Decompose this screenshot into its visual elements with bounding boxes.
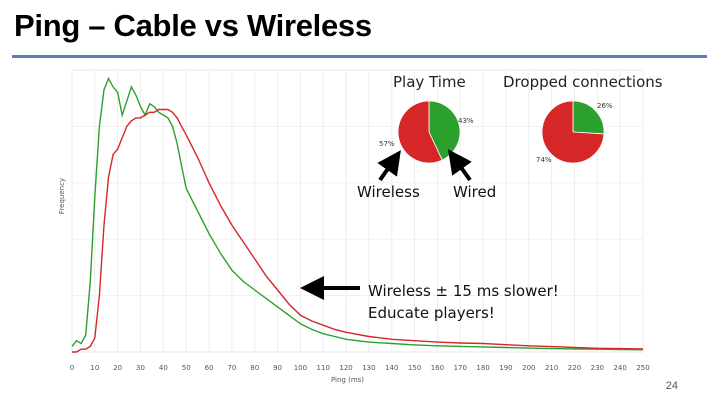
x-tick-label: 120 [339,364,352,372]
x-tick-label: 200 [522,364,535,372]
pie-drop-slice-1 [541,100,605,164]
arrow-to-wireless-slice [377,150,401,182]
pie-play-label-wired: 43% [458,117,474,125]
pie-chart-play-time [397,100,461,164]
x-tick-label: 130 [362,364,375,372]
title-underline [12,55,707,58]
x-tick-label: 100 [294,364,307,372]
x-tick-label: 10 [90,364,99,372]
x-axis-label: Ping (ms) [331,376,364,384]
slide-number: 24 [665,380,678,392]
x-tick-label: 80 [250,364,259,372]
x-tick-label: 190 [499,364,512,372]
x-tick-label: 90 [273,364,282,372]
x-tick-label: 150 [408,364,421,372]
x-tick-label: 110 [317,364,330,372]
x-tick-label: 170 [454,364,467,372]
x-tick-label: 210 [545,364,558,372]
arrow-to-wired-slice [448,149,472,182]
x-tick-label: 20 [113,364,122,372]
x-tick-label: 50 [182,364,191,372]
slide-title: Ping – Cable vs Wireless [14,8,372,43]
x-tick-label: 180 [476,364,489,372]
pie-play-slice-1 [397,100,443,164]
pie-drop-label-wired: 26% [597,102,613,110]
x-tick-label: 220 [568,364,581,372]
series-line-wired [71,76,644,351]
x-tick-label: 70 [227,364,236,372]
x-tick-label: 140 [385,364,398,372]
pie-title-dropped-connections: Dropped connections [503,73,663,91]
slide-note: Wireless ± 15 ms slower! Educate players… [368,280,559,324]
note-line-1: Wireless ± 15 ms slower! [368,282,559,300]
pie-play-label-wireless: 57% [379,140,395,148]
x-tick-label: 230 [591,364,604,372]
note-line-2: Educate players! [368,304,495,322]
callout-wired: Wired [453,183,497,201]
pie-chart-dropped-connections [541,100,605,164]
pie-drop-label-wireless: 74% [536,156,552,164]
pie-drop-slice-0 [572,100,605,135]
x-tick-label: 160 [431,364,444,372]
y-axis-label: Frequency [58,178,66,214]
callout-wireless: Wireless [357,183,420,201]
x-tick-label: 250 [636,364,649,372]
pie-title-play-time: Play Time [393,73,466,91]
x-tick-label: 30 [136,364,145,372]
x-tick-label: 40 [159,364,168,372]
x-tick-label: 60 [205,364,214,372]
series-line-wireless [72,108,644,353]
x-tick-label: 240 [613,364,626,372]
x-tick-label: 0 [70,364,74,372]
